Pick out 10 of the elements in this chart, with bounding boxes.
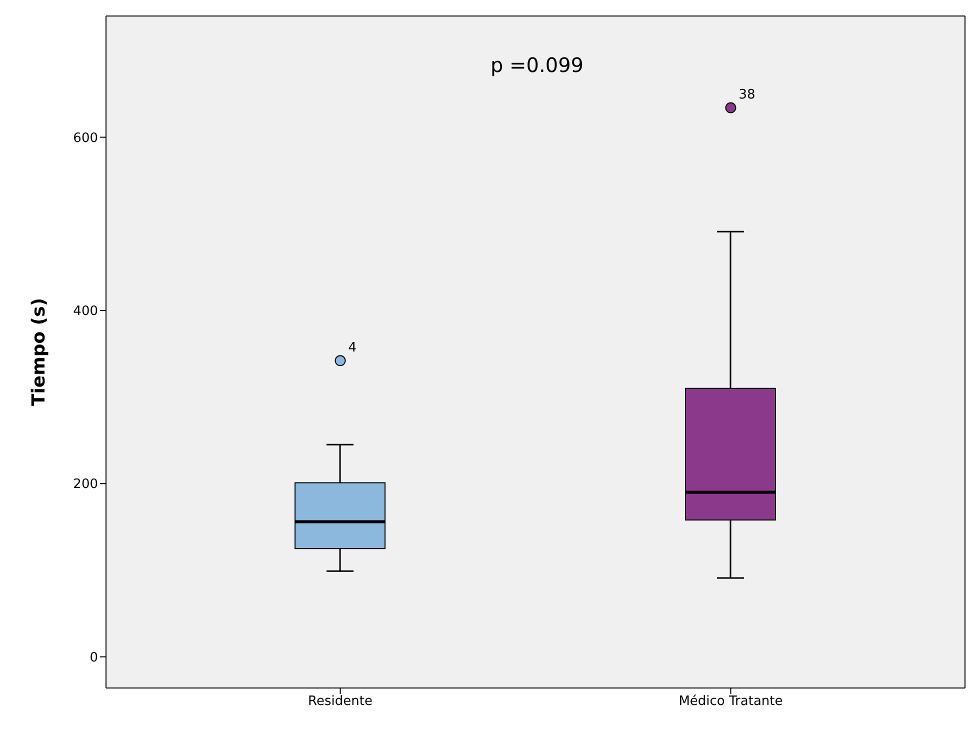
- annotation: 4: [348, 340, 357, 356]
- x-tick-label: Médico Tratante: [678, 694, 783, 710]
- annotation: p =0.099: [489, 53, 585, 77]
- annotation: 38: [738, 87, 756, 102]
- y-tick-label: 400: [73, 304, 98, 320]
- y-tick-label: 200: [73, 477, 98, 492]
- y-tick-label: 0: [90, 650, 98, 666]
- x-tick-label: Residente: [308, 694, 372, 710]
- y-tick-label: 600: [73, 130, 98, 146]
- y-axis-title: Tiempo (s): [28, 298, 50, 406]
